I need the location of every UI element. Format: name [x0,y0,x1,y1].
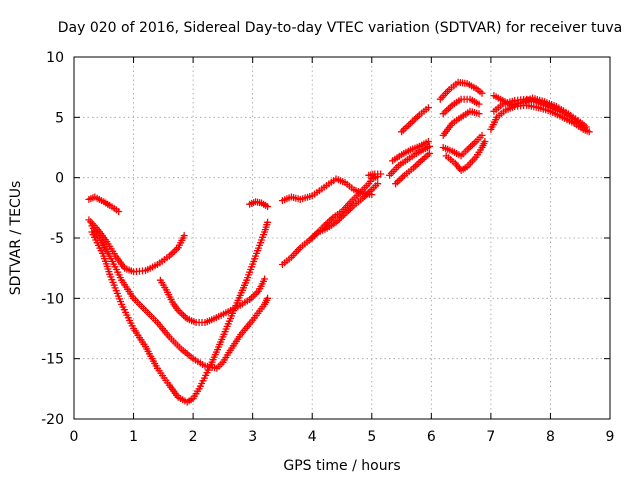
y-tick-label: 10 [46,50,64,66]
x-axis-label: GPS time / hours [283,458,400,474]
series-trace-markers [392,150,433,188]
series-13 [398,104,432,136]
series-trace-markers [439,131,486,160]
axis-ticks [73,56,611,420]
chart-title: Day 020 of 2016, Sidereal Day-to-day VTE… [58,20,622,36]
series-trace-markers [246,198,272,211]
series-12 [392,150,433,188]
x-tick-label: 7 [486,429,495,445]
series-8 [308,173,382,242]
series-0 [85,193,123,215]
y-tick-label: -5 [50,231,64,247]
series-trace-markers [439,95,483,118]
series-11 [389,138,432,165]
series-9 [365,170,385,179]
x-tick-label: 2 [189,429,198,445]
y-tick-label: 5 [55,110,64,126]
series-trace-markers [85,193,123,215]
y-tick-label: -20 [41,412,64,428]
series-17 [439,131,486,160]
series-21 [490,95,587,131]
series-10 [386,142,433,179]
x-tick-label: 1 [129,429,138,445]
series-trace-markers [439,107,483,139]
series-trace-markers [436,78,486,103]
series-18 [442,138,489,174]
x-tick-label: 5 [367,429,376,445]
series-trace-markers [156,275,269,326]
series-5 [246,198,272,211]
series-16 [439,107,483,139]
x-tick-label: 0 [70,429,79,445]
series-6 [278,175,376,205]
series-trace-markers [88,218,272,406]
series-3 [88,218,272,406]
series-1 [85,216,188,276]
series-trace-markers [389,138,432,165]
series-14 [436,78,486,103]
series-trace-markers [365,170,385,179]
y-tick-label: -10 [41,291,64,307]
x-tick-label: 8 [546,429,555,445]
series-trace-markers [308,173,382,242]
x-tick-label: 6 [427,429,436,445]
series-4 [156,275,269,326]
series-trace-markers [398,104,432,136]
series-trace-markers [386,142,433,179]
x-tick-label: 4 [308,429,317,445]
series-trace-markers [85,216,188,276]
y-tick-label: -15 [41,352,64,368]
x-tick-label: 3 [248,429,257,445]
series-trace-markers [490,95,587,131]
tick-labels: 0 1 2 3 4 5 6 7 8 9 -20 -15 -10 -5 0 5 10 [41,50,614,445]
series-trace-markers [278,175,376,205]
series-15 [439,95,483,118]
y-axis-label: SDTVAR / TECUs [8,181,24,296]
series-trace-markers [442,138,489,174]
x-tick-label: 9 [606,429,615,445]
y-tick-label: 0 [55,171,64,187]
data-points [85,78,593,406]
